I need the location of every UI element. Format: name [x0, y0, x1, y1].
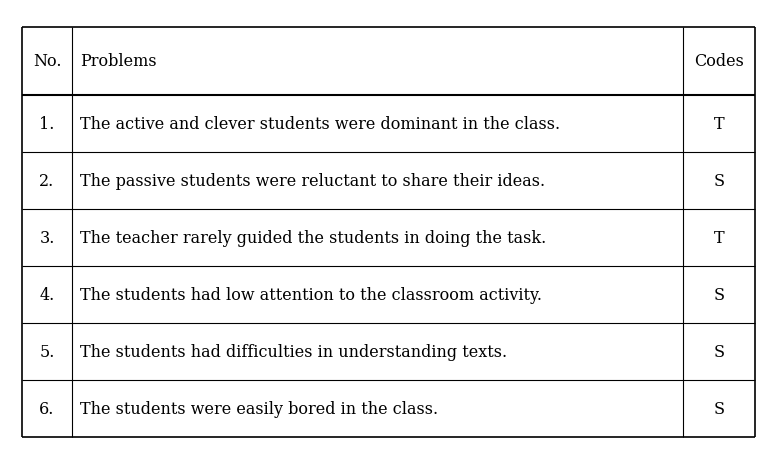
Text: 3.: 3.	[39, 230, 55, 246]
Text: 2.: 2.	[39, 173, 55, 189]
Text: The passive students were reluctant to share their ideas.: The passive students were reluctant to s…	[80, 173, 545, 189]
Text: The students were easily bored in the class.: The students were easily bored in the cl…	[80, 400, 438, 417]
Text: 5.: 5.	[39, 343, 55, 360]
Text: S: S	[713, 173, 724, 189]
Text: Codes: Codes	[694, 53, 744, 70]
Text: No.: No.	[33, 53, 61, 70]
Text: The active and clever students were dominant in the class.: The active and clever students were domi…	[80, 116, 560, 133]
Text: S: S	[713, 343, 724, 360]
Text: 1.: 1.	[39, 116, 55, 133]
Text: Problems: Problems	[80, 53, 156, 70]
Text: T: T	[714, 230, 724, 246]
Text: The students had low attention to the classroom activity.: The students had low attention to the cl…	[80, 286, 542, 304]
Text: S: S	[713, 400, 724, 417]
Text: 6.: 6.	[39, 400, 55, 417]
Text: The students had difficulties in understanding texts.: The students had difficulties in underst…	[80, 343, 507, 360]
Text: T: T	[714, 116, 724, 133]
Text: The teacher rarely guided the students in doing the task.: The teacher rarely guided the students i…	[80, 230, 547, 246]
Text: 4.: 4.	[39, 286, 55, 304]
Text: S: S	[713, 286, 724, 304]
